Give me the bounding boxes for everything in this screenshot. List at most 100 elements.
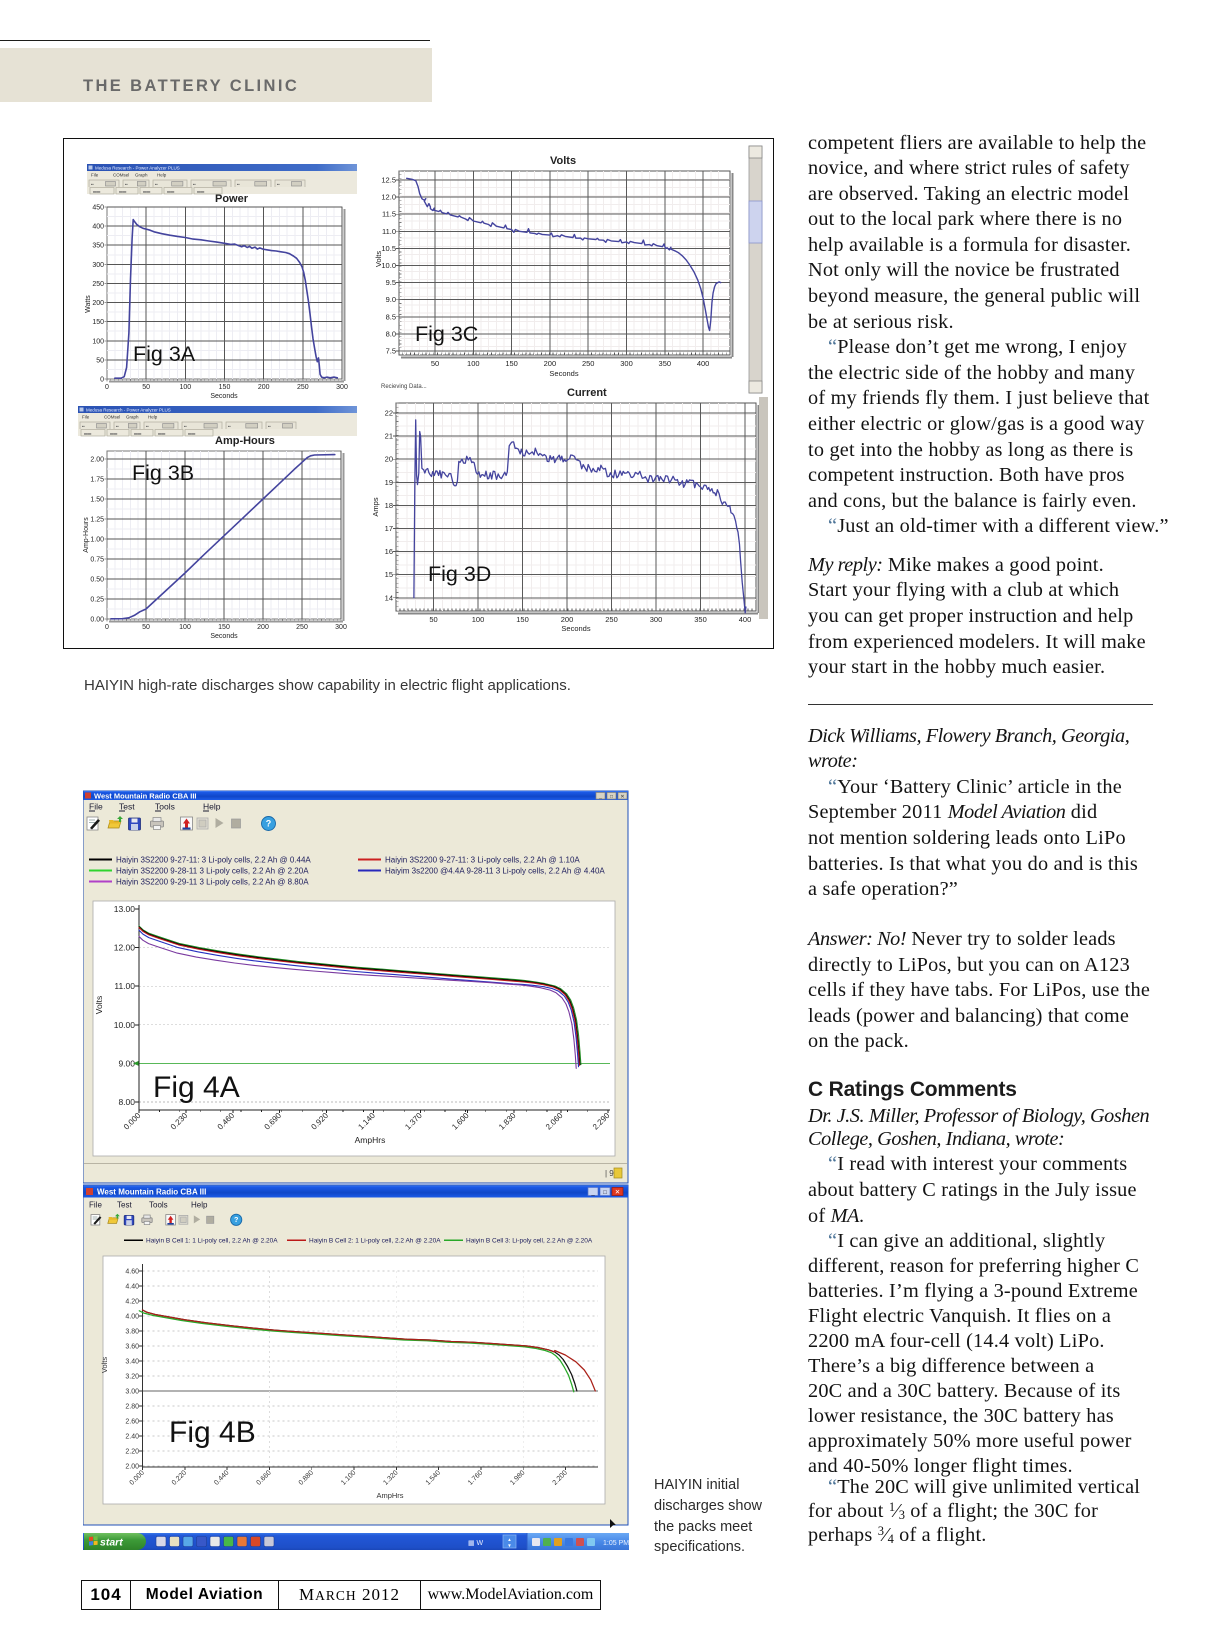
svg-text:1.75: 1.75 [90,477,104,484]
svg-text:Fig 3A: Fig 3A [133,342,196,366]
svg-text:300: 300 [650,615,663,624]
svg-text:▪▪: ▪▪ [237,182,240,187]
svg-text:Fig 4A: Fig 4A [153,1071,240,1104]
svg-text:▦ W: ▦ W [468,1540,484,1547]
svg-text:15: 15 [385,570,393,579]
svg-text:Haiyin 3S2200 9-28-11 3 Li-po: Haiyin 3S2200 9-28-11 3 Li-poly cells, 2… [116,867,309,876]
svg-text:7.5: 7.5 [386,347,396,356]
svg-text:2.80: 2.80 [125,1404,139,1411]
svg-text:2.20: 2.20 [125,1449,139,1456]
svg-text:50: 50 [429,615,437,624]
svg-text:4.60: 4.60 [125,1269,139,1276]
svg-text:16: 16 [385,547,393,556]
svg-text:100: 100 [467,359,480,368]
svg-text:▪▪: ▪▪ [125,182,128,187]
svg-text:3.60: 3.60 [125,1344,139,1351]
svg-text:▬▬: ▬▬ [158,432,166,436]
svg-text:11.00: 11.00 [114,981,135,991]
svg-text:▲: ▲ [507,1537,511,1542]
svg-text:400: 400 [92,224,104,231]
svg-text:West Mountain Radio CBA III: West Mountain Radio CBA III [97,1188,206,1197]
svg-text:11.5: 11.5 [382,210,396,219]
svg-text:250: 250 [296,624,308,631]
svg-text:0.25: 0.25 [90,597,104,604]
svg-text:8.00: 8.00 [118,1097,135,1107]
svg-text:200: 200 [561,615,574,624]
svg-text:12.5: 12.5 [381,176,396,185]
svg-text:Haiyin B Cell 3: Li-poly cell: Haiyin B Cell 3: Li-poly cell, 2.2 Ah @ … [466,1238,593,1245]
svg-text:Seconds: Seconds [210,393,238,400]
svg-text:✕: ✕ [620,794,624,800]
svg-text:3.80: 3.80 [125,1329,139,1336]
svg-text:0: 0 [105,384,109,391]
svg-text:▪▪: ▪▪ [228,424,231,429]
svg-text:10.00: 10.00 [114,1020,136,1030]
svg-text:Amps: Amps [371,497,380,516]
svg-text:▪▪: ▪▪ [146,424,149,429]
svg-text:200: 200 [92,300,104,307]
svg-text:9.5: 9.5 [386,278,396,287]
svg-text:2.60: 2.60 [125,1419,139,1426]
svg-text:10.0: 10.0 [381,261,396,270]
svg-text:2.00: 2.00 [125,1464,139,1471]
svg-text:50: 50 [431,359,439,368]
svg-text:19: 19 [385,478,393,487]
svg-text:▪▪: ▪▪ [91,182,94,187]
svg-text:Tools: Tools [149,1201,168,1210]
svg-text:100: 100 [179,384,191,391]
svg-text:Haiyim 3s2200 @4.4A 9-28-11 3: Haiyim 3s2200 @4.4A 9-28-11 3 Li-poly ce… [385,867,605,876]
svg-text:0.50: 0.50 [90,577,104,584]
svg-text:AmpHrs: AmpHrs [355,1135,386,1145]
svg-text:1.25: 1.25 [90,517,104,524]
svg-text:8.0: 8.0 [386,329,396,338]
svg-text:50: 50 [142,624,150,631]
svg-text:22: 22 [385,409,393,418]
svg-text:250: 250 [582,359,595,368]
svg-text:200: 200 [257,624,269,631]
svg-text:Haiyin 3S2200 9-27-11: 3 Li-p: Haiyin 3S2200 9-27-11: 3 Li-poly cells, … [385,856,580,865]
svg-text:0: 0 [100,377,104,384]
svg-text:▪▪: ▪▪ [155,182,158,187]
svg-text:400: 400 [739,615,752,624]
svg-text:20: 20 [385,455,393,464]
svg-text:100: 100 [472,615,485,624]
svg-text:Watts: Watts [85,295,92,313]
svg-text:8.5: 8.5 [386,312,396,321]
svg-text:21: 21 [385,432,393,441]
svg-text:1:05 PM: 1:05 PM [603,1540,629,1547]
svg-text:13.00: 13.00 [114,904,136,914]
svg-text:350: 350 [659,359,672,368]
svg-text:Help: Help [191,1201,208,1210]
svg-text:▬▬: ▬▬ [93,190,101,194]
svg-text:Medusa Research - Power Analyz: Medusa Research - Power Analyzer PLUS [86,408,171,413]
svg-text:▬▬: ▬▬ [134,432,142,436]
svg-text:Tools: Tools [155,802,175,812]
svg-text:AmpHrs: AmpHrs [376,1491,403,1500]
svg-text:10.5: 10.5 [381,244,396,253]
svg-text:50: 50 [142,384,150,391]
svg-text:Recieving Data...: Recieving Data... [381,384,427,390]
svg-text:Haiyin 3S2200 9-27-11: 3 Li-po: Haiyin 3S2200 9-27-11: 3 Li-poly cells, … [116,856,311,865]
svg-text:Seconds: Seconds [549,369,578,378]
svg-text:File: File [91,173,99,178]
svg-text:File: File [89,802,103,812]
svg-text:18: 18 [385,501,393,510]
svg-text:Fig 4B: Fig 4B [169,1416,256,1449]
svg-text:File: File [82,415,90,420]
svg-text:▪▪: ▪▪ [184,424,187,429]
svg-text:▪▪: ▪▪ [268,424,271,429]
svg-text:?: ? [266,819,272,829]
svg-text:Graph: Graph [126,415,139,420]
svg-text:100: 100 [179,624,191,631]
svg-text:4.40: 4.40 [125,1284,139,1291]
svg-text:▪▪: ▪▪ [277,182,280,187]
svg-text:300: 300 [336,384,348,391]
svg-text:250: 250 [297,384,309,391]
svg-text:2.00: 2.00 [90,457,104,464]
svg-text:1.50: 1.50 [90,497,104,504]
svg-text:Haiyin B Cell 2: 1 Li-poly cel: Haiyin B Cell 2: 1 Li-poly cell, 2.2 Ah … [309,1238,441,1245]
svg-text:Volts: Volts [374,251,383,268]
svg-text:Haiyin B Cell 1: 1 Li-poly cel: Haiyin B Cell 1: 1 Li-poly cell, 2.2 Ah … [146,1238,278,1245]
svg-text:0: 0 [105,624,109,631]
svg-text:COMsel: COMsel [113,173,129,178]
